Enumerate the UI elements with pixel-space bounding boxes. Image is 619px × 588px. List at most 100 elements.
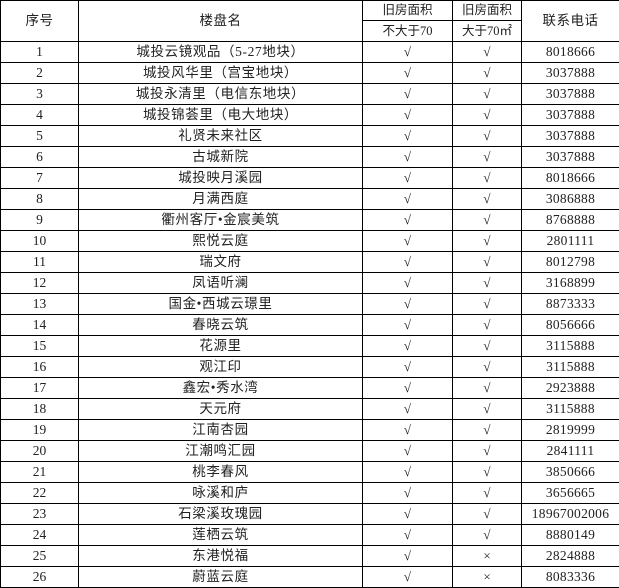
cell-index: 17 xyxy=(1,378,79,399)
cell-area-gt70-mark: √ xyxy=(453,441,522,462)
cell-area-le70-mark: √ xyxy=(363,462,453,483)
cell-area-gt70-mark: × xyxy=(453,546,522,567)
cell-index: 21 xyxy=(1,462,79,483)
cell-phone: 8873333 xyxy=(522,294,619,315)
cell-area-gt70-mark: √ xyxy=(453,357,522,378)
cell-area-gt70-mark: × xyxy=(453,567,522,588)
cell-phone: 3850666 xyxy=(522,462,619,483)
cell-index: 23 xyxy=(1,504,79,525)
cell-area-le70-mark: √ xyxy=(363,567,453,588)
cell-phone: 8880149 xyxy=(522,525,619,546)
cell-phone: 2824888 xyxy=(522,546,619,567)
column-header-area-gt70-line2: 大于70㎡ xyxy=(453,21,521,41)
cell-phone: 2923888 xyxy=(522,378,619,399)
cell-index: 8 xyxy=(1,189,79,210)
cell-index: 6 xyxy=(1,147,79,168)
cell-area-gt70-mark: √ xyxy=(453,189,522,210)
cell-phone: 8768888 xyxy=(522,210,619,231)
column-header-phone: 联系电话 xyxy=(522,1,619,42)
column-header-area-le70-line2: 不大于70 xyxy=(363,21,452,41)
cell-project-name: 衢州客厅•金宸美筑 xyxy=(79,210,363,231)
column-header-name: 楼盘名 xyxy=(79,1,363,42)
cell-project-name: 礼贤未来社区 xyxy=(79,126,363,147)
cell-index: 11 xyxy=(1,252,79,273)
cell-area-le70-mark: √ xyxy=(363,273,453,294)
cell-project-name: 凤语听澜 xyxy=(79,273,363,294)
cell-phone: 3168899 xyxy=(522,273,619,294)
cell-area-le70-mark: √ xyxy=(363,147,453,168)
cell-area-gt70-mark: √ xyxy=(453,168,522,189)
cell-index: 25 xyxy=(1,546,79,567)
cell-index: 12 xyxy=(1,273,79,294)
cell-phone: 3656665 xyxy=(522,483,619,504)
cell-index: 19 xyxy=(1,420,79,441)
cell-index: 10 xyxy=(1,231,79,252)
cell-project-name: 江南杏园 xyxy=(79,420,363,441)
cell-area-gt70-mark: √ xyxy=(453,483,522,504)
cell-area-gt70-mark: √ xyxy=(453,252,522,273)
cell-phone: 3037888 xyxy=(522,105,619,126)
cell-project-name: 观江印 xyxy=(79,357,363,378)
cell-phone: 8083336 xyxy=(522,567,619,588)
cell-area-le70-mark: √ xyxy=(363,294,453,315)
cell-phone: 2841111 xyxy=(522,441,619,462)
cell-project-name: 城投云镜观品（5-27地块） xyxy=(79,42,363,63)
cell-phone: 3115888 xyxy=(522,336,619,357)
cell-index: 16 xyxy=(1,357,79,378)
cell-phone: 8018666 xyxy=(522,168,619,189)
column-header-area-le70-line1: 旧房面积 xyxy=(363,1,452,21)
cell-area-le70-mark: √ xyxy=(363,210,453,231)
cell-index: 24 xyxy=(1,525,79,546)
cell-project-name: 城投风华里（宫宝地块） xyxy=(79,63,363,84)
cell-phone: 3086888 xyxy=(522,189,619,210)
cell-index: 2 xyxy=(1,63,79,84)
cell-index: 26 xyxy=(1,567,79,588)
cell-project-name: 瑞文府 xyxy=(79,252,363,273)
cell-project-name: 国金•西城云璟里 xyxy=(79,294,363,315)
cell-project-name: 城投永清里（电信东地块） xyxy=(79,84,363,105)
cell-area-gt70-mark: √ xyxy=(453,105,522,126)
cell-area-gt70-mark: √ xyxy=(453,42,522,63)
cell-area-le70-mark: √ xyxy=(363,231,453,252)
cell-index: 4 xyxy=(1,105,79,126)
cell-area-gt70-mark: √ xyxy=(453,126,522,147)
cell-project-name: 鑫宏•秀水湾 xyxy=(79,378,363,399)
cell-area-gt70-mark: √ xyxy=(453,63,522,84)
cell-phone: 8056666 xyxy=(522,315,619,336)
cell-area-le70-mark: √ xyxy=(363,525,453,546)
cell-area-gt70-mark: √ xyxy=(453,231,522,252)
cell-area-le70-mark: √ xyxy=(363,189,453,210)
cell-area-le70-mark: √ xyxy=(363,399,453,420)
cell-project-name: 莲栖云筑 xyxy=(79,525,363,546)
cell-index: 3 xyxy=(1,84,79,105)
cell-area-le70-mark: √ xyxy=(363,483,453,504)
cell-project-name: 石梁溪玫瑰园 xyxy=(79,504,363,525)
cell-project-name: 月满西庭 xyxy=(79,189,363,210)
cell-phone: 2801111 xyxy=(522,231,619,252)
cell-area-gt70-mark: √ xyxy=(453,84,522,105)
cell-phone: 3037888 xyxy=(522,63,619,84)
cell-project-name: 江潮鸣汇园 xyxy=(79,441,363,462)
cell-area-le70-mark: √ xyxy=(363,42,453,63)
cell-index: 5 xyxy=(1,126,79,147)
cell-project-name: 桃李春风 xyxy=(79,462,363,483)
